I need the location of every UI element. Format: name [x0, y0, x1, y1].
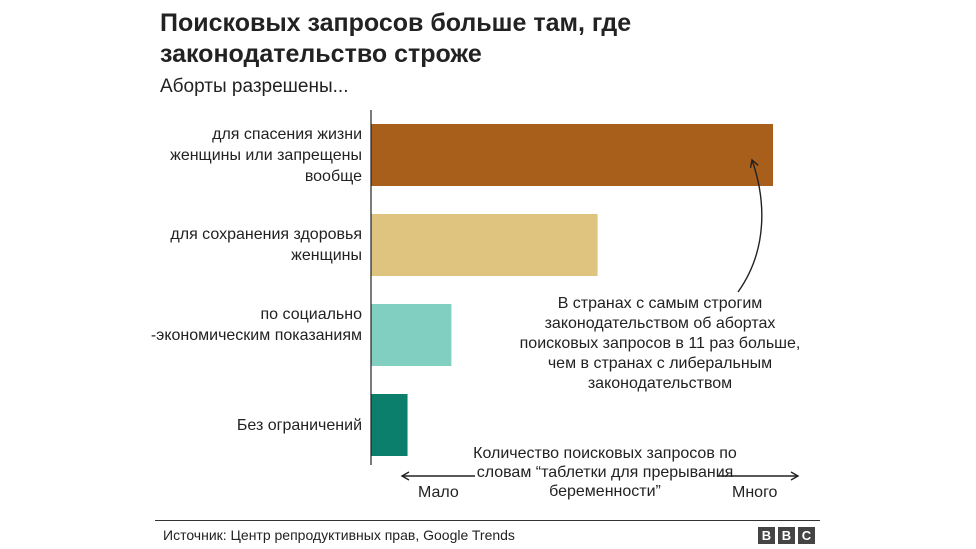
bar-1: [371, 124, 773, 186]
bbc-logo: B B C: [758, 527, 815, 544]
category-label-4: Без ограничений: [236, 416, 362, 434]
bars-group: [371, 124, 773, 456]
bar-4: [371, 394, 408, 456]
category-label-1: для спасения жизни женщины или запрещены…: [170, 125, 362, 185]
bbc-logo-letter: B: [778, 527, 795, 544]
category-label-3: по социально -экономическим показаниям: [150, 305, 362, 344]
footer-divider: [155, 520, 820, 521]
x-axis-low-label: Мало: [418, 484, 459, 501]
source-note: Источник: Центр репродуктивных прав, Goo…: [163, 527, 515, 543]
x-axis-caption: Количество поисковых запросов по словам …: [473, 445, 737, 500]
bar-3: [371, 304, 452, 366]
bar-2: [371, 214, 598, 276]
chart-subtitle: Аборты разрешены...: [160, 76, 349, 97]
bbc-logo-letter: B: [758, 527, 775, 544]
annotation-text: В странах с самым строгим законодательст…: [519, 295, 801, 392]
category-label-2: для сохранения здоровья женщины: [170, 226, 362, 264]
chart-title: Поисковых запросов больше там, где закон…: [160, 9, 632, 68]
bbc-logo-letter: C: [798, 527, 815, 544]
x-axis-high-label: Много: [732, 484, 778, 501]
annotation-arrow: [737, 158, 763, 293]
